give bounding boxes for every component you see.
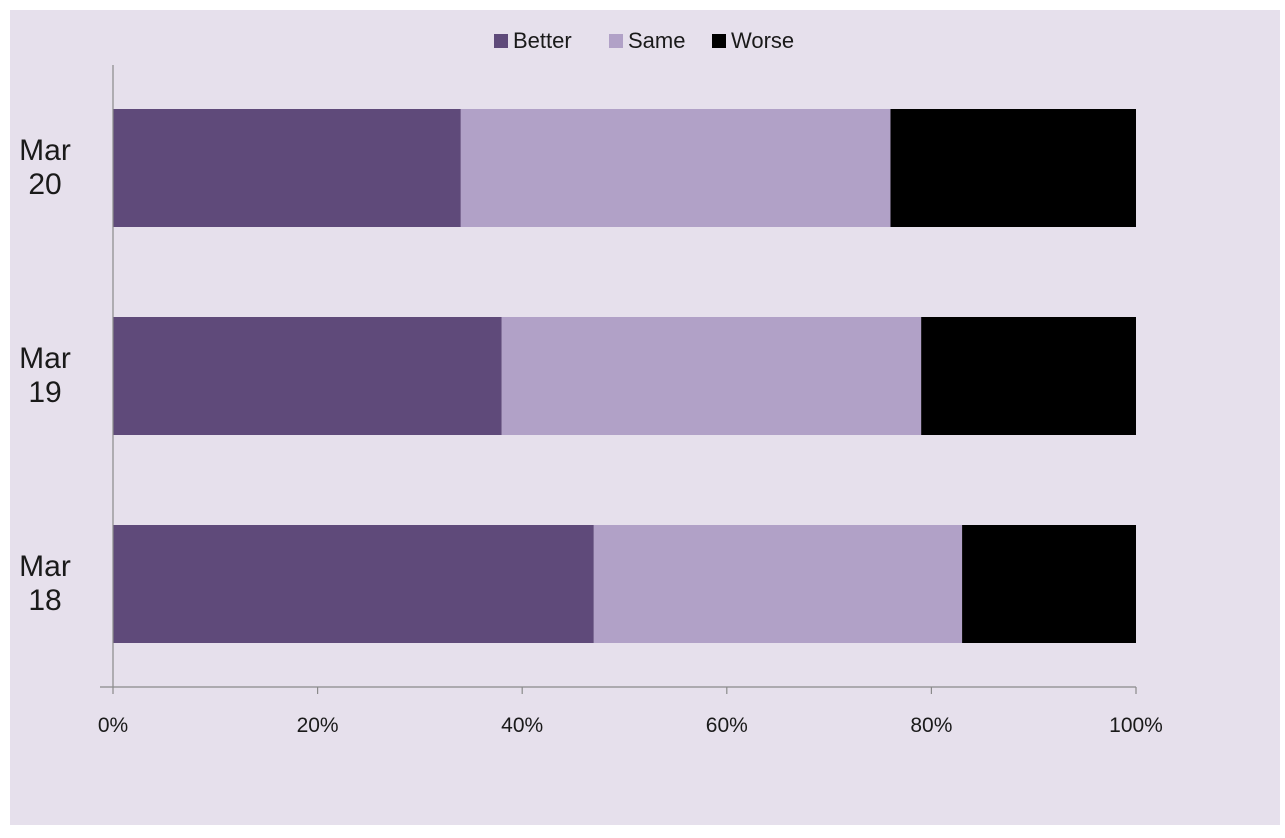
legend: Better Same Worse xyxy=(494,28,794,53)
category-label-line: Mar xyxy=(19,550,71,583)
x-tick-label: 80% xyxy=(910,714,952,737)
category-label: Mar 20 xyxy=(19,134,71,201)
x-tick-label: 20% xyxy=(297,714,339,737)
category-label-line: 18 xyxy=(28,584,61,617)
x-tick-label: 60% xyxy=(706,714,748,737)
bar-better-mar-20 xyxy=(113,109,461,227)
axes xyxy=(100,65,1137,694)
bar-worse-mar-19 xyxy=(921,317,1136,435)
category-label: Mar 18 xyxy=(19,550,71,617)
category-label-line: Mar xyxy=(19,134,71,167)
category-label-line: 20 xyxy=(28,168,61,201)
category-label: Mar 19 xyxy=(19,342,71,409)
bar-better-mar-19 xyxy=(113,317,502,435)
category-label-line: 19 xyxy=(28,376,61,409)
bar-worse-mar-18 xyxy=(962,525,1136,643)
legend-swatch-worse xyxy=(712,34,726,48)
category-label-line: Mar xyxy=(19,342,71,375)
bar-same-mar-18 xyxy=(593,525,963,643)
x-tick-label: 100% xyxy=(1109,714,1163,737)
x-tick-label: 0% xyxy=(98,714,128,737)
legend-label-same: Same xyxy=(628,28,685,53)
legend-swatch-better xyxy=(494,34,508,48)
chart-area: Better Same Worse Mar 20 Mar 19 Mar 18 0% 20% 40%… xyxy=(10,10,1280,825)
x-tick-label: 40% xyxy=(501,714,543,737)
bar-worse-mar-20 xyxy=(890,109,1136,227)
bar-same-mar-19 xyxy=(501,317,922,435)
legend-label-worse: Worse xyxy=(731,28,794,53)
legend-swatch-same xyxy=(609,34,623,48)
bar-same-mar-20 xyxy=(460,109,891,227)
bars xyxy=(113,109,1136,643)
legend-label-better: Better xyxy=(513,28,572,53)
x-tick-labels: 0% 20% 40% 60% 80% 100% xyxy=(98,714,1163,737)
bar-better-mar-18 xyxy=(113,525,594,643)
